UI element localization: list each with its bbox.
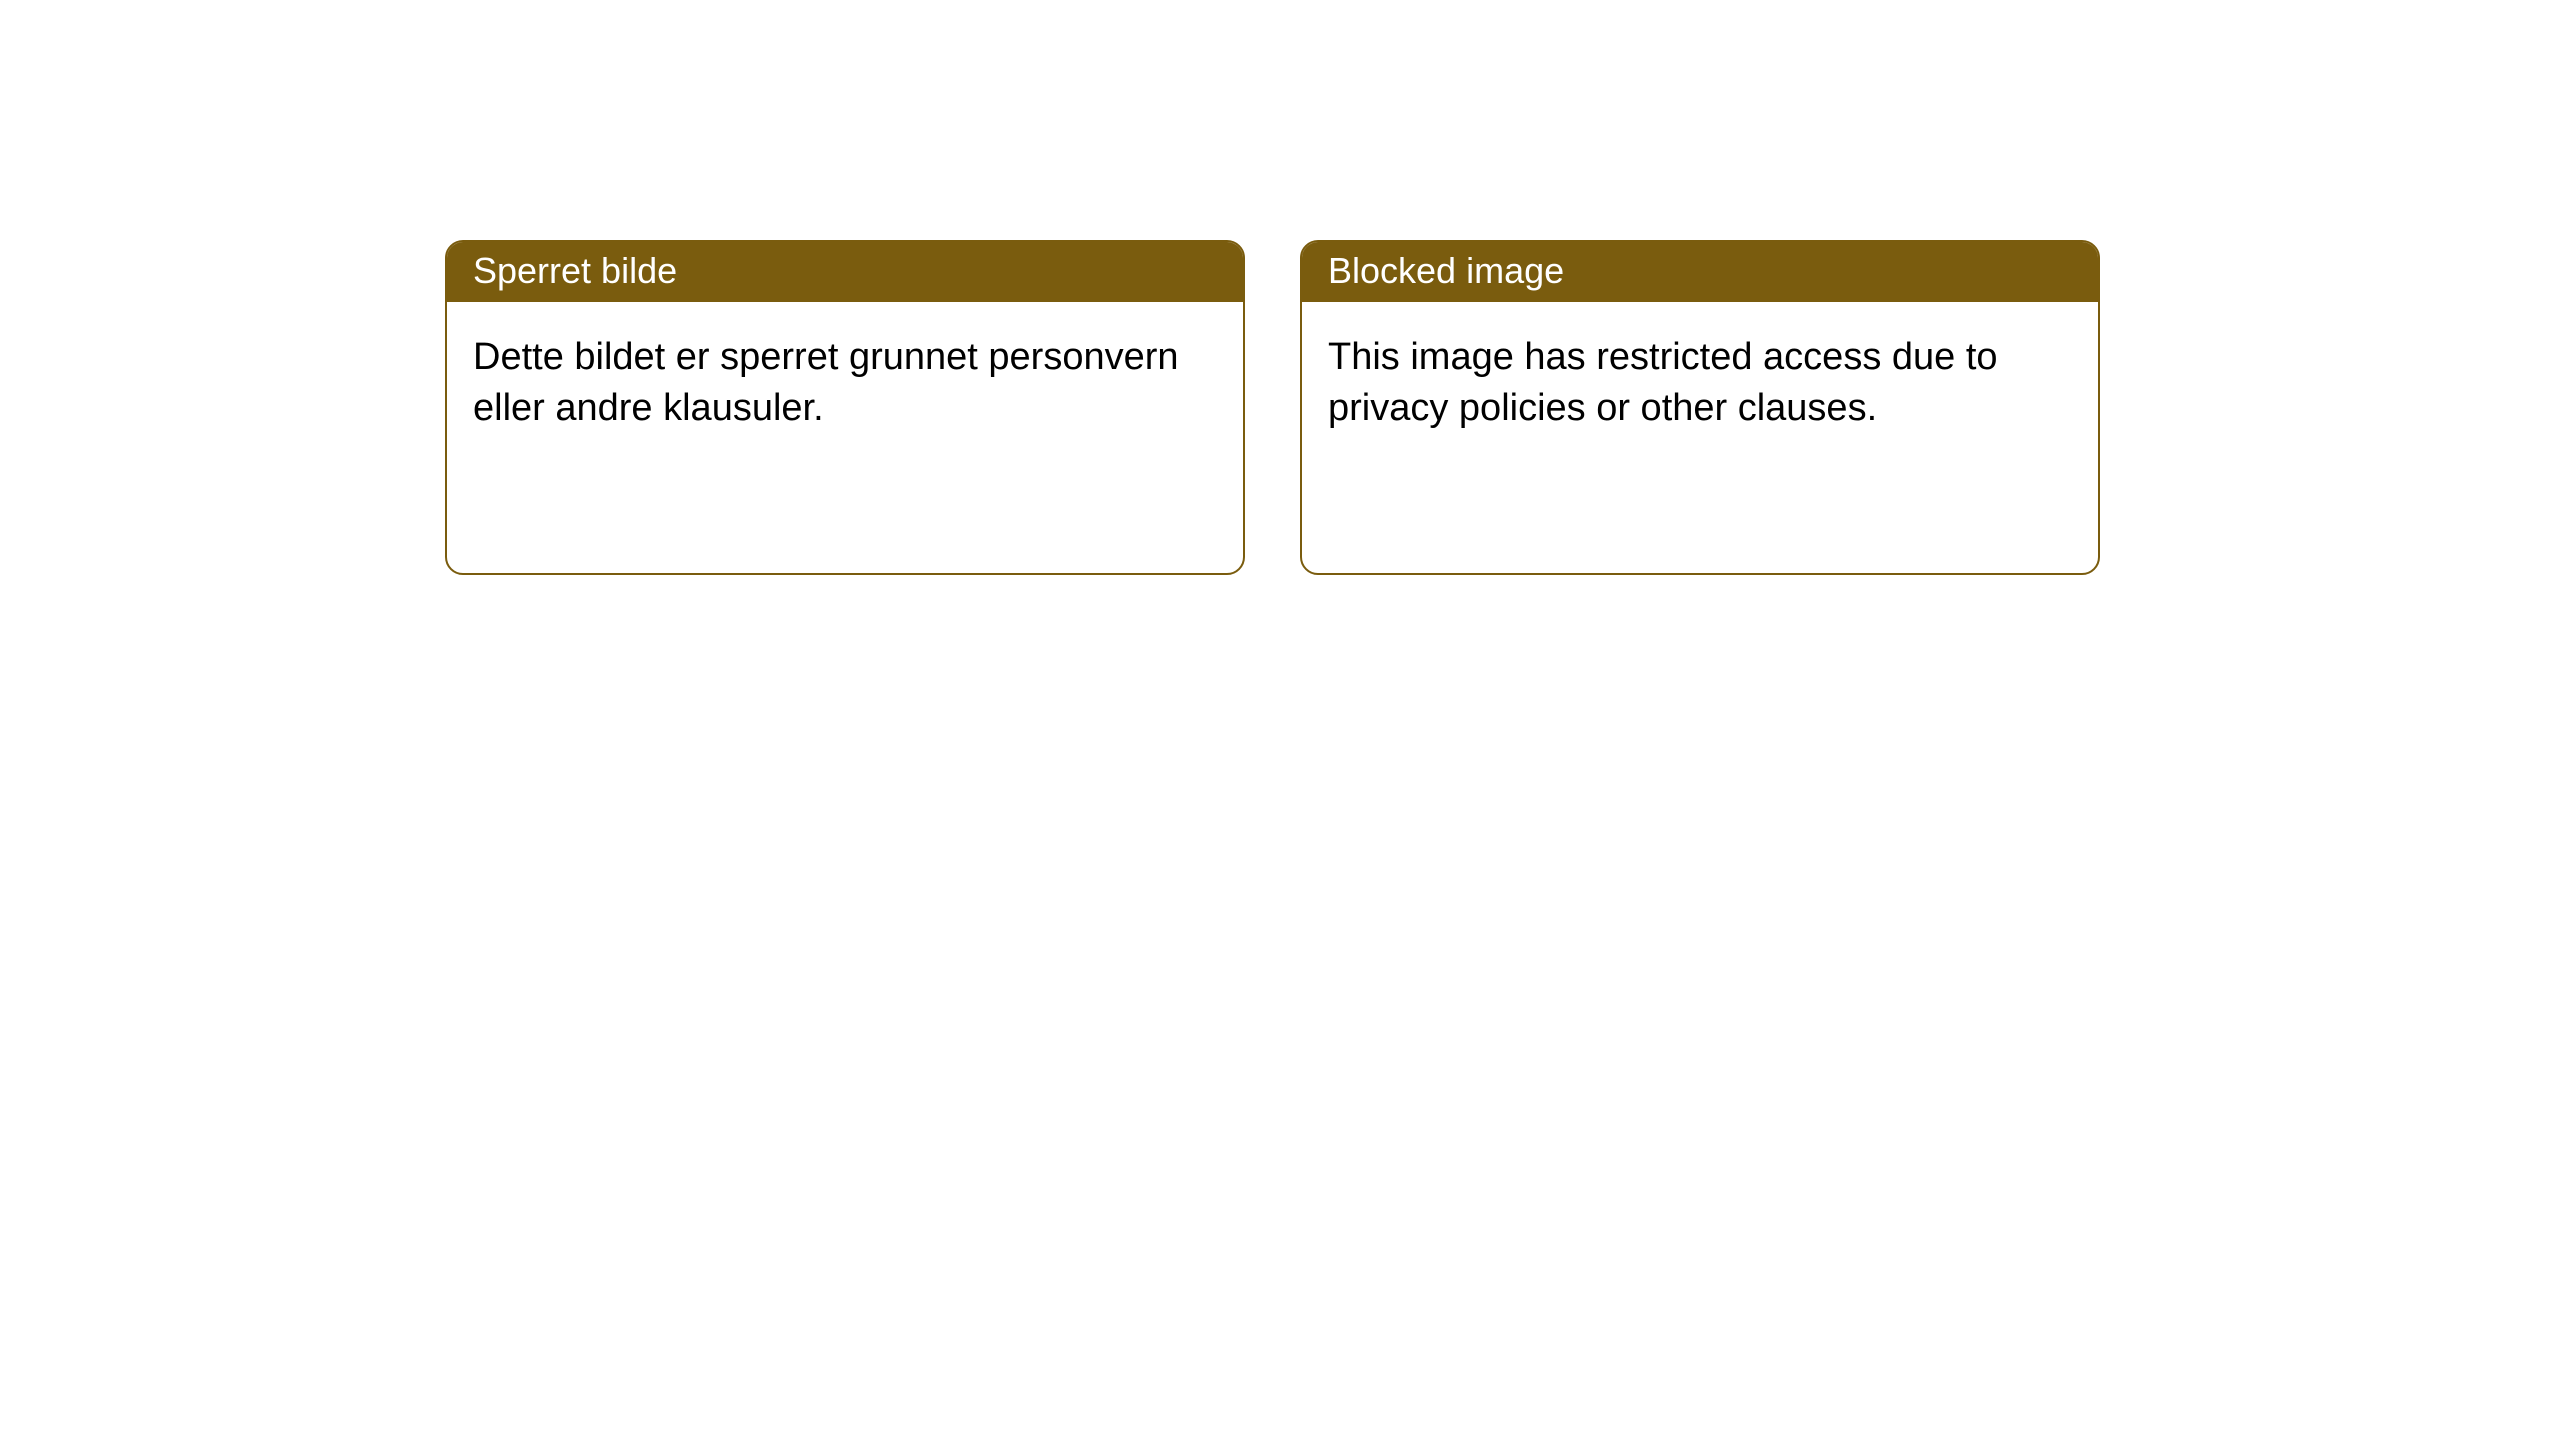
notice-container: Sperret bilde Dette bildet er sperret gr… (445, 240, 2100, 575)
notice-box-norwegian: Sperret bilde Dette bildet er sperret gr… (445, 240, 1245, 575)
notice-title-norwegian: Sperret bilde (447, 242, 1243, 302)
notice-box-english: Blocked image This image has restricted … (1300, 240, 2100, 575)
notice-title-english: Blocked image (1302, 242, 2098, 302)
notice-body-english: This image has restricted access due to … (1302, 302, 2098, 465)
notice-body-norwegian: Dette bildet er sperret grunnet personve… (447, 302, 1243, 465)
